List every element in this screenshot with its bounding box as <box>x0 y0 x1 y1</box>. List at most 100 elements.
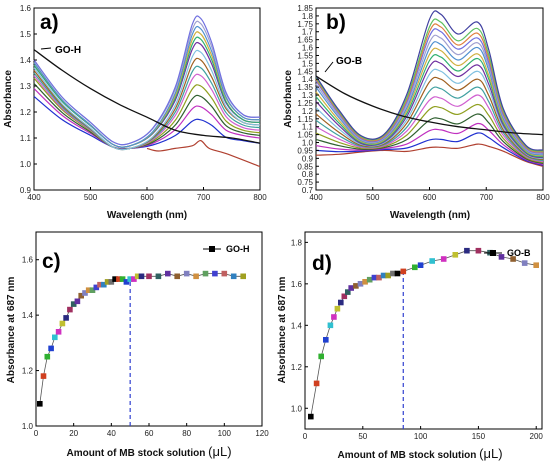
panel-c-y-tick-label: 1.6 <box>22 256 34 265</box>
panel-d-point <box>318 353 324 360</box>
panel-b-annotation: GO-B <box>336 56 362 67</box>
panel-c-x-tick-label: 80 <box>182 429 191 438</box>
panel-c-x-axis-unit: (μL) <box>208 444 231 459</box>
panel-a-y-tick-label: 1.2 <box>20 108 32 117</box>
panel-b-x-tick-label: 700 <box>480 193 494 202</box>
panel-d-chart: 0 50 100 150 200 1.0 1.2 1.4 1.6 1.8 d) GO-B Amo… <box>277 231 543 461</box>
panel-a-y-tick-label: 0.9 <box>20 186 32 195</box>
panel-d-points <box>308 247 539 420</box>
panel-c-point <box>123 279 130 285</box>
panel-b-y-tick-label: 1.85 <box>297 4 313 13</box>
panel-a-x-tick-label: 500 <box>84 193 98 202</box>
panel-c-label: c) <box>42 250 61 273</box>
panel-a-y-tick-label: 1.0 <box>20 160 32 169</box>
panel-a-y-axis-label: Absorbance <box>3 70 14 128</box>
panel-b-y-tick-label: 1.75 <box>297 20 313 29</box>
panel-b-chart: 400 500 600 700 800 0.70.750.80.850.90.951.0… <box>283 4 550 221</box>
panel-c-y-tick-label: 1.0 <box>22 422 34 431</box>
panel-d-y-axis-label: Absorbance at 687 nm <box>277 277 288 384</box>
panel-c-point <box>146 273 152 280</box>
panel-b-y-tick-label: 1.1 <box>302 123 314 132</box>
panel-b-y-tick-label: 1.8 <box>302 12 314 21</box>
panel-c-point <box>116 276 122 282</box>
panel-b-label: b) <box>326 11 346 34</box>
panel-a-y-tick-label: 1.5 <box>20 30 32 39</box>
panel-c-point <box>70 301 77 307</box>
panel-c-point <box>202 270 209 277</box>
panel-d-point <box>327 322 334 329</box>
panel-a-annotation-pointer <box>40 47 52 50</box>
panel-a-chart: 400 500 600 700 800 0.9 1.0 1.1 1.2 1.3 1.4 1.5 1.6… <box>3 4 267 221</box>
panel-d-x-tick-label: 100 <box>414 432 428 441</box>
panel-b-spectrum-line <box>315 18 544 152</box>
panel-d-point <box>380 272 387 279</box>
panel-c-point <box>221 270 228 277</box>
panel-d-x-axis-unit: (μL) <box>479 446 502 461</box>
panel-a-x-tick-label: 400 <box>27 193 41 202</box>
panel-b-y-tick-label: 1.2 <box>302 107 314 116</box>
panel-a-spectrum-line <box>146 139 261 168</box>
panel-c-point <box>44 353 51 360</box>
panel-b-x-tick-label: 600 <box>423 193 437 202</box>
panel-a-spectrum-line <box>33 82 261 150</box>
panel-d-point <box>357 281 364 287</box>
panel-b-spectrum-line <box>315 122 544 165</box>
panel-d-y-tick-label: 1.4 <box>291 321 303 330</box>
panel-c-point <box>155 273 162 280</box>
panel-b-spectrum-line <box>315 54 544 158</box>
panel-b-spectrum-line <box>315 23 544 153</box>
panel-c-point <box>240 273 246 280</box>
panel-b-y-tick-label: 1.6 <box>302 44 314 53</box>
panel-b-y-tick-label: 1.25 <box>297 99 313 108</box>
panel-b-spectrum-line <box>315 47 544 157</box>
panel-d-x-axis-label: Amount of MB stock solution (μL) <box>337 446 502 461</box>
panel-c-x-tick-label: 60 <box>145 429 154 438</box>
panel-d-point <box>331 314 337 320</box>
panel-b-y-tick-label: 0.95 <box>297 146 313 155</box>
panel-b-y-ticks: 0.70.750.80.850.90.951.01.051.11.151.21.… <box>297 4 319 195</box>
panel-d-point <box>345 289 351 295</box>
panel-c-point <box>127 276 133 282</box>
panel-d-point <box>400 268 407 275</box>
panel-a-spectra <box>33 15 261 168</box>
panel-b-y-tick-label: 0.7 <box>302 186 314 195</box>
panel-d-y-tick-label: 1.6 <box>291 280 303 289</box>
panel-c-point <box>131 276 137 282</box>
panel-d-x-tick-label: 150 <box>472 432 486 441</box>
panel-d-point <box>412 264 418 271</box>
panel-c-point <box>108 279 115 285</box>
panel-a-x-tick-label: 600 <box>140 193 154 202</box>
panel-d-point <box>341 293 348 300</box>
panel-d-point <box>323 337 329 343</box>
panel-a-x-tick-label: 800 <box>253 193 267 202</box>
panel-c-x-tick-label: 20 <box>69 429 78 438</box>
panel-b-x-tick-label: 500 <box>366 193 380 202</box>
panel-b-y-tick-label: 0.75 <box>297 178 313 187</box>
panel-c-chart: 0 20 40 60 80 100 120 1.0 1.2 1.4 1.6 c) GO-H Amo… <box>6 231 269 459</box>
panel-c-point <box>183 270 190 277</box>
panel-c-x-tick-label: 40 <box>107 429 116 438</box>
panel-c-point <box>78 292 84 299</box>
panel-d-y-ticks: 1.0 1.2 1.4 1.6 1.8 <box>291 238 308 413</box>
panel-c-y-tick-label: 1.4 <box>22 311 34 320</box>
panel-c-plot-frame <box>35 231 263 427</box>
panel-c-x-ticks: 0 20 40 60 80 100 120 <box>34 423 269 438</box>
panel-b-reference-line <box>315 75 544 136</box>
panel-d-legend-marker <box>490 250 496 256</box>
panel-b-spectra <box>315 10 544 167</box>
panel-d-y-tick-label: 1.0 <box>291 404 303 413</box>
panel-c-point <box>59 320 66 327</box>
panel-c-points <box>37 270 246 407</box>
panel-b-y-tick-label: 1.55 <box>297 51 313 60</box>
panel-d-x-axis-label-text: Amount of MB stock solution <box>337 450 476 461</box>
panel-d-point <box>334 305 341 312</box>
panel-c-x-axis-label-text: Amount of MB stock solution <box>66 448 205 459</box>
panel-b-y-axis-label: Absorbance <box>283 70 294 128</box>
panel-b-spectrum-line <box>315 86 544 162</box>
panel-d-y-tick-label: 1.8 <box>291 238 303 247</box>
panel-d-point <box>348 285 354 291</box>
panel-b-y-tick-label: 1.65 <box>297 36 313 45</box>
panel-c-point <box>193 273 199 280</box>
panel-b-y-tick-label: 1.5 <box>302 59 314 68</box>
panel-a-y-tick-label: 1.3 <box>20 82 32 91</box>
